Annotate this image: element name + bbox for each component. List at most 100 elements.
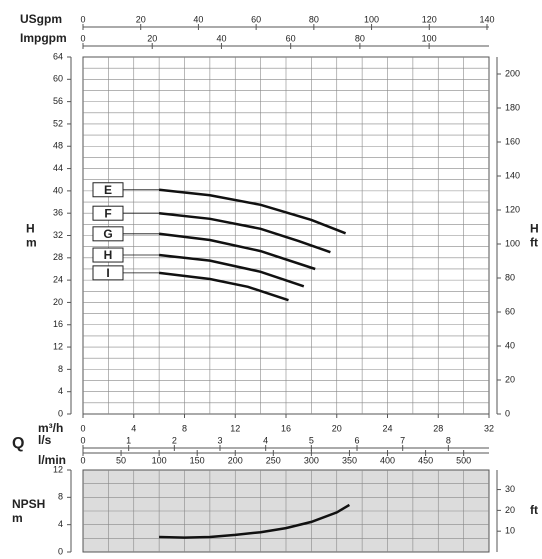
y2-tick-label: 0 [505, 408, 510, 418]
y2-tick-label: 80 [505, 272, 515, 282]
y-tick-label: 32 [53, 230, 63, 240]
aux-tick-label: 6 [355, 435, 360, 445]
x-tick-label: 4 [131, 423, 136, 433]
y-tick-label: 48 [53, 141, 63, 151]
y2-tick-label: 20 [505, 374, 515, 384]
aux-tick-label: 2 [172, 435, 177, 445]
x-label: m³/h [38, 421, 63, 435]
aux-tick-label: 450 [418, 455, 433, 465]
y2-label: ft [530, 236, 538, 250]
y-tick-label: 44 [53, 163, 63, 173]
y2-tick-label: 160 [505, 136, 520, 146]
y2-tick-label: 60 [505, 306, 515, 316]
aux-tick-label: 120 [422, 14, 437, 24]
y-tick-label: 12 [53, 341, 63, 351]
aux-tick-label: 250 [266, 455, 281, 465]
aux-tick-label: 8 [446, 435, 451, 445]
y2-tick-label: 30 [505, 484, 515, 494]
curve [158, 211, 331, 254]
y2-tick-label: 140 [505, 170, 520, 180]
aux-axis-label: Impgpm [20, 31, 67, 45]
x-tick-label: 24 [382, 423, 392, 433]
aux-tick-label: 100 [422, 33, 437, 43]
aux-tick-label: 20 [147, 33, 157, 43]
aux-tick-label: 3 [218, 435, 223, 445]
y2-label: H [530, 222, 539, 236]
y-tick-label: 0 [58, 546, 63, 556]
y-label: m [26, 236, 37, 250]
aux-axis-label: l/min [38, 453, 66, 467]
x-tick-label: 0 [80, 423, 85, 433]
y-tick-label: 16 [53, 319, 63, 329]
y-tick-label: 24 [53, 275, 63, 285]
y-tick-label: 4 [58, 519, 63, 529]
x-tick-label: 20 [332, 423, 342, 433]
aux-tick-label: 40 [216, 33, 226, 43]
curve [158, 271, 289, 302]
y-tick-label: 8 [58, 364, 63, 374]
y-label: H [26, 222, 35, 236]
curve [158, 188, 347, 235]
aux-tick-label: 100 [152, 455, 167, 465]
aux-tick-label: 40 [193, 14, 203, 24]
curve [159, 503, 351, 539]
aux-tick-label: 80 [355, 33, 365, 43]
curve-label-box [92, 247, 124, 263]
y-tick-label: 0 [58, 408, 63, 418]
y2-tick-label: 100 [505, 238, 520, 248]
aux-tick-label: 80 [309, 14, 319, 24]
y-tick-label: 36 [53, 208, 63, 218]
aux-tick-label: 0 [80, 455, 85, 465]
aux-tick-label: 20 [136, 14, 146, 24]
y-tick-label: 28 [53, 252, 63, 262]
curve-label: I [106, 266, 109, 280]
aux-tick-label: 100 [364, 14, 379, 24]
aux-tick-label: 50 [116, 455, 126, 465]
y-tick-label: 8 [58, 492, 63, 502]
aux-tick-label: 60 [286, 33, 296, 43]
aux-tick-label: 60 [251, 14, 261, 24]
curve-label: G [103, 227, 112, 241]
y2-tick-label: 10 [505, 526, 515, 536]
y-label: NPSH [12, 497, 45, 511]
aux-axis-label: l/s [38, 433, 52, 447]
aux-tick-label: 5 [309, 435, 314, 445]
curve [158, 232, 316, 271]
y-tick-label: 60 [53, 74, 63, 84]
y2-tick-label: 200 [505, 68, 520, 78]
curve-label-box [92, 265, 124, 281]
y-tick-label: 4 [58, 386, 63, 396]
x-tick-label: 28 [433, 423, 443, 433]
aux-tick-label: 200 [228, 455, 243, 465]
y2-tick-label: 120 [505, 204, 520, 214]
curve-label: F [104, 206, 111, 220]
aux-tick-label: 4 [263, 435, 268, 445]
curve-label: E [104, 183, 112, 197]
y2-tick-label: 180 [505, 102, 520, 112]
aux-tick-label: 350 [342, 455, 357, 465]
aux-tick-label: 140 [479, 14, 494, 24]
curve-label-box [92, 226, 124, 242]
y-tick-label: 64 [53, 51, 63, 61]
aux-tick-label: 300 [304, 455, 319, 465]
y2-tick-label: 20 [505, 505, 515, 515]
y2-tick-label: 40 [505, 340, 515, 350]
x-tick-label: 8 [182, 423, 187, 433]
x-tick-label: 12 [230, 423, 240, 433]
curve-label-box [92, 182, 124, 198]
x-tick-label: 16 [281, 423, 291, 433]
aux-tick-label: 0 [80, 435, 85, 445]
aux-tick-label: 400 [380, 455, 395, 465]
y-tick-label: 20 [53, 297, 63, 307]
x-tick-label: 32 [484, 423, 494, 433]
aux-tick-label: 7 [400, 435, 405, 445]
q-label: Q [12, 435, 24, 452]
aux-tick-label: 500 [456, 455, 471, 465]
curve [158, 253, 305, 288]
curve-label-box [92, 205, 124, 221]
aux-tick-label: 0 [80, 33, 85, 43]
curve-label: H [104, 248, 113, 262]
aux-tick-label: 1 [126, 435, 131, 445]
y-tick-label: 52 [53, 118, 63, 128]
